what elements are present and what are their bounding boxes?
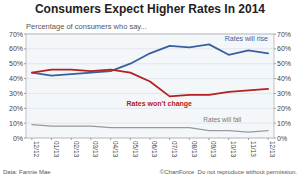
x-tick	[51, 138, 52, 140]
y2-tick-label: 50%	[277, 60, 291, 67]
grid-line	[26, 108, 274, 109]
x-tick	[90, 138, 91, 140]
chart: Consumers Expect Higher Rates In 2014 Per…	[0, 0, 300, 177]
series-label: Rates will rise	[225, 35, 268, 42]
x-tick	[169, 138, 170, 140]
grid-line	[26, 63, 274, 64]
y2-tick-label: 70%	[277, 31, 291, 38]
y2-tick-label: 60%	[277, 45, 291, 52]
grid-line	[26, 93, 274, 94]
x-tick	[110, 138, 111, 140]
x-tick	[130, 138, 131, 140]
x-tick-label: 05/13	[132, 141, 139, 158]
grid-line	[26, 123, 274, 124]
y-tick-label: 40%	[9, 75, 23, 82]
plot-area	[26, 34, 274, 138]
y-tick-label: 20%	[9, 105, 23, 112]
x-tick	[150, 138, 151, 140]
x-tick	[228, 138, 229, 140]
subtitle: Percentage of consumers who say...	[26, 22, 147, 31]
y2-tick-label: 40%	[277, 75, 291, 82]
x-tick	[209, 138, 210, 140]
x-tick-label: 03/13	[92, 141, 99, 158]
x-tick-label: 04/13	[112, 141, 119, 158]
x-tick-label: 08/13	[191, 141, 198, 158]
y-tick-label: 60%	[9, 45, 23, 52]
series-label: Rates won't change	[127, 100, 193, 108]
grid-line	[26, 78, 274, 79]
series-line	[32, 70, 268, 97]
series-label: Rates will fall	[203, 116, 241, 123]
y-tick-label: 70%	[9, 31, 23, 38]
x-tick-label: 12/12	[33, 141, 40, 158]
x-tick-label: 02/13	[73, 141, 80, 158]
title: Consumers Expect Higher Rates In 2014	[35, 2, 265, 16]
y-tick-label: 0%	[13, 135, 23, 142]
x-tick-label: 06/13	[151, 141, 158, 158]
x-tick-label: 07/13	[171, 141, 178, 158]
plot-frame	[26, 34, 274, 138]
series-line	[32, 44, 268, 75]
grid-line	[26, 48, 274, 49]
x-tick	[31, 138, 32, 140]
y2-tick-label: 10%	[277, 120, 291, 127]
footer-right: ©ChartForce Do not reproduce without per…	[160, 169, 297, 175]
x-tick-label: 10/13	[230, 141, 237, 158]
footer-left: Data: Fannie Mae	[3, 169, 51, 175]
y-tick-label: 50%	[9, 60, 23, 67]
x-tick	[189, 138, 190, 140]
y-tick-label: 10%	[9, 120, 23, 127]
x-tick	[248, 138, 249, 140]
y2-tick-label: 0%	[277, 135, 287, 142]
y2-tick-label: 20%	[277, 105, 291, 112]
x-tick-label: 11/13	[250, 141, 257, 157]
y2-tick-label: 30%	[277, 90, 291, 97]
y-tick-label: 30%	[9, 90, 23, 97]
series-group	[32, 44, 268, 132]
x-tick-label: 12/13	[269, 141, 276, 158]
x-tick-label: 09/13	[210, 141, 217, 158]
series-line	[32, 125, 268, 132]
x-tick-label: 01/13	[53, 141, 60, 158]
x-tick	[71, 138, 72, 140]
x-tick	[268, 138, 269, 140]
